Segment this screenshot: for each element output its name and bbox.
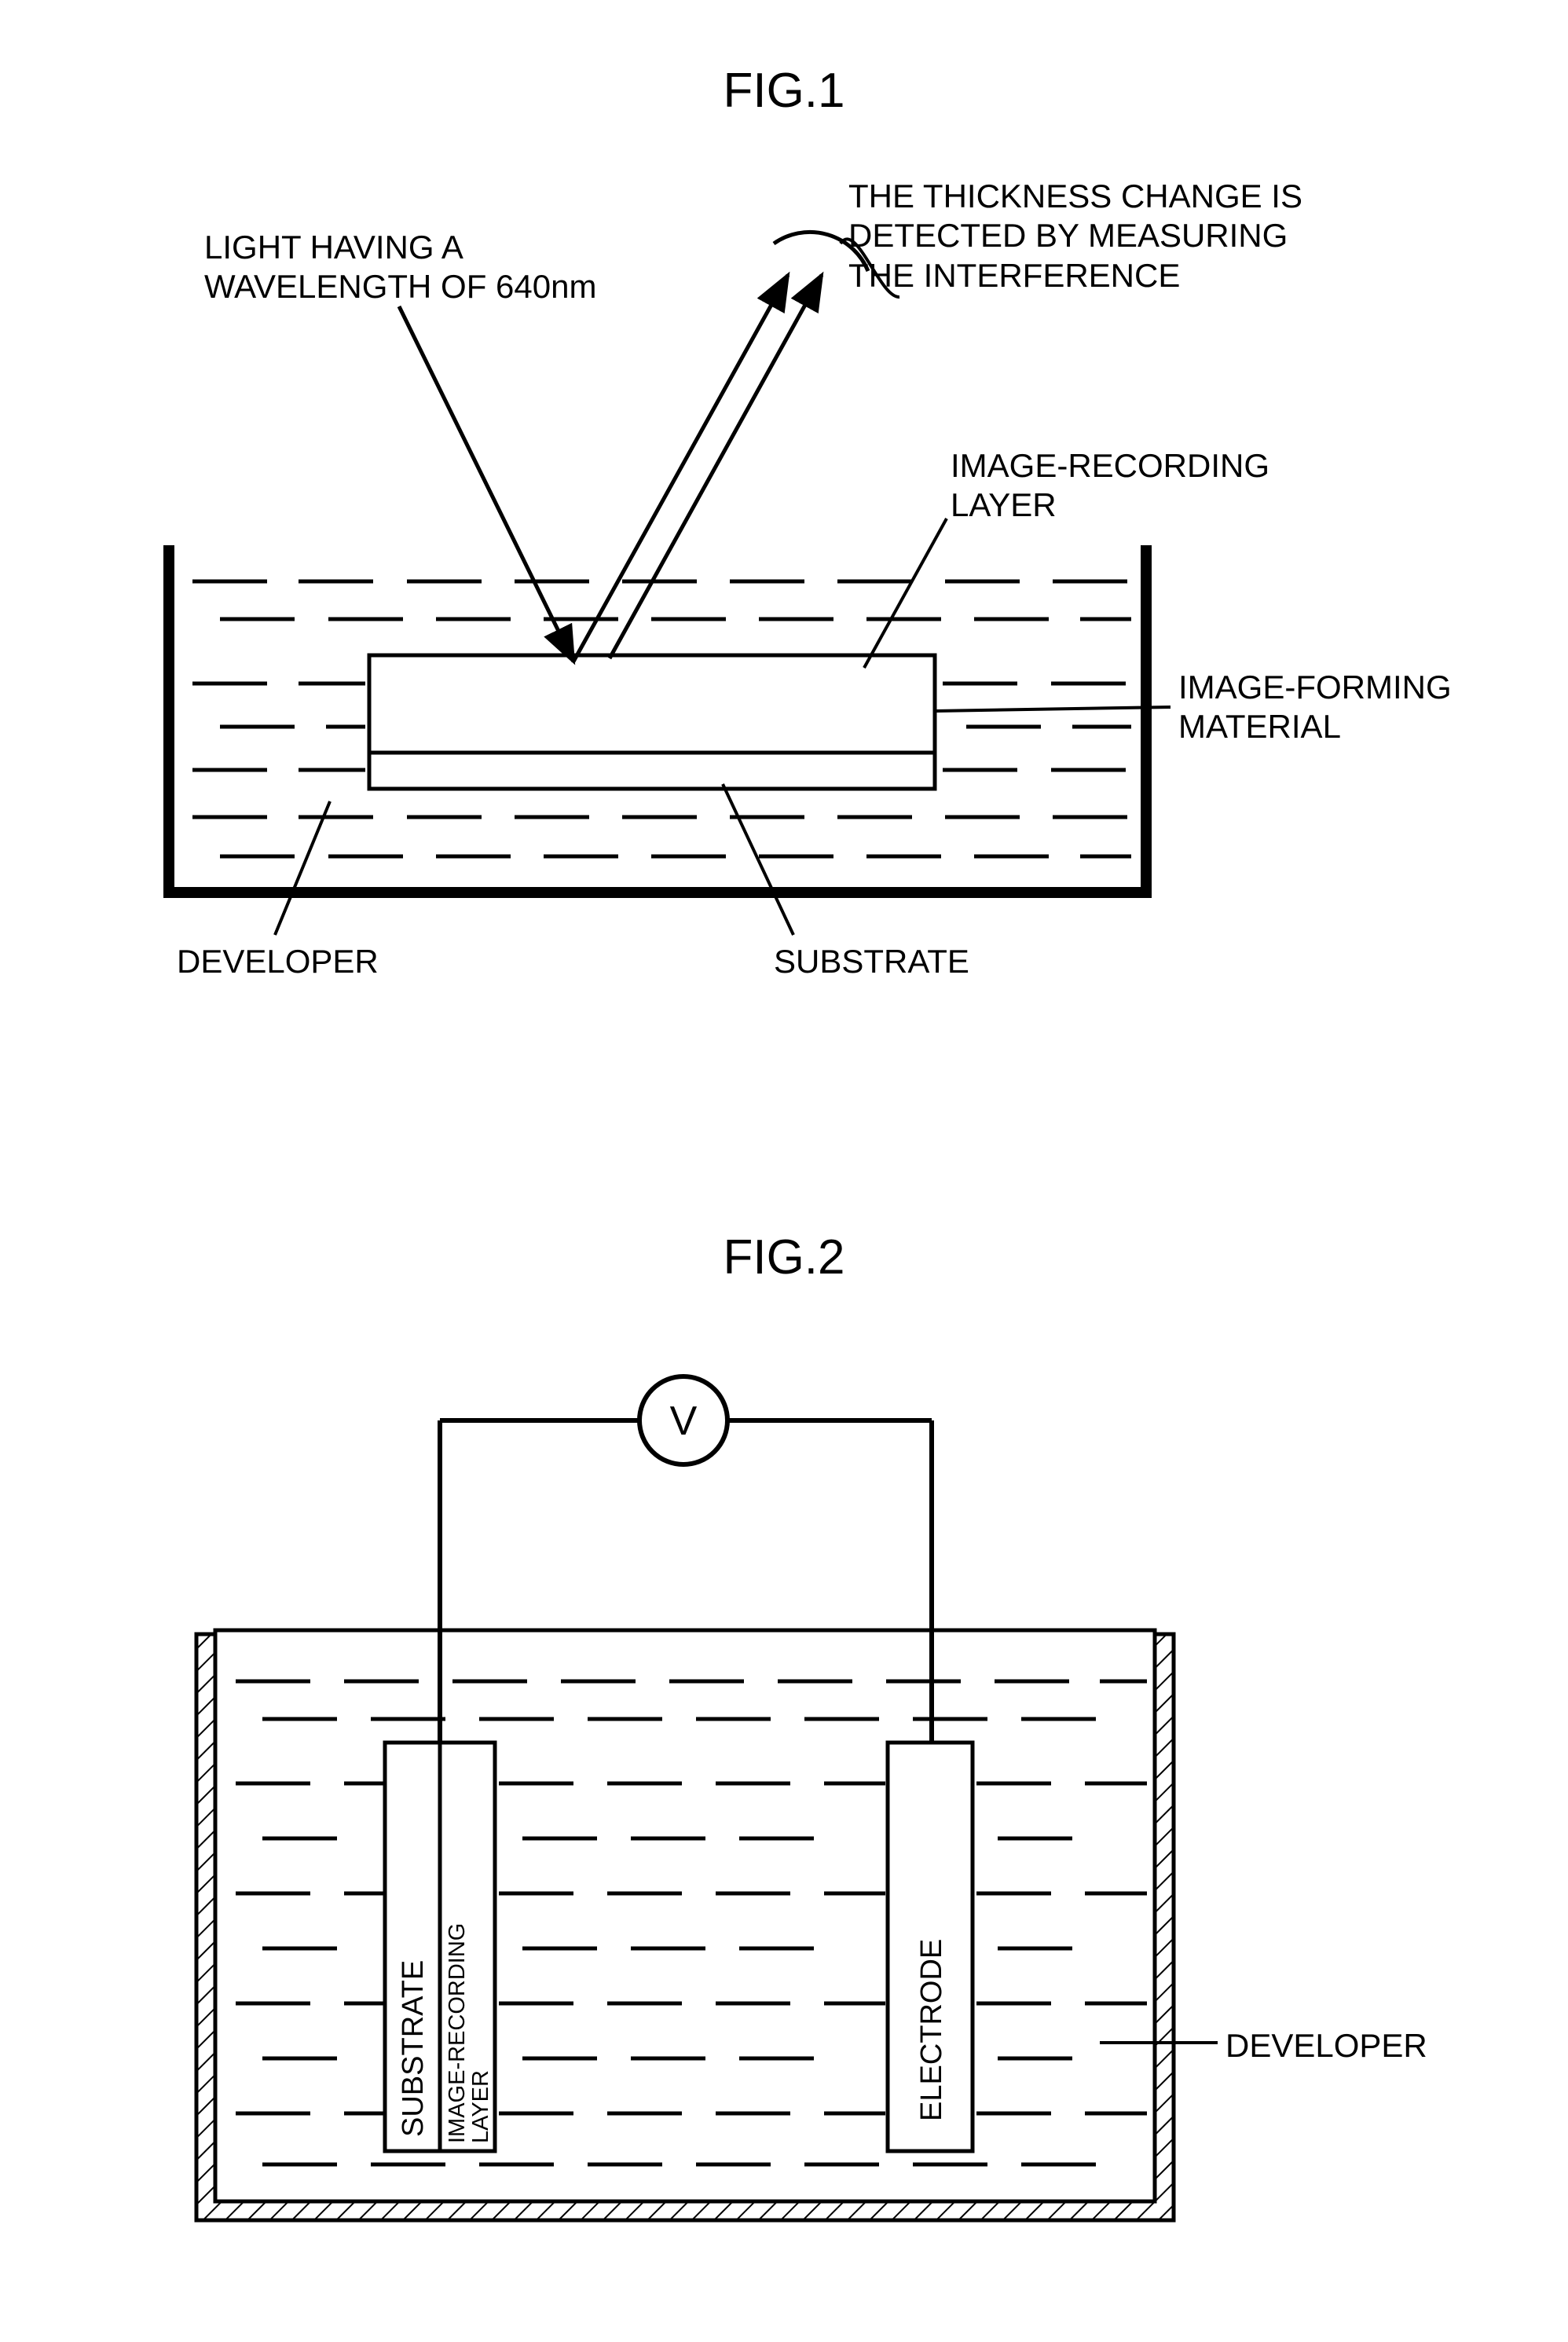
fig2-diagram: V SUBSTRATE IMAGE-RECORDING LAYER ELECTR… <box>0 0 1568 2342</box>
fig2-electrode-label: ELECTRODE <box>915 1939 948 2121</box>
fig2-tank-inner <box>215 1630 1155 2201</box>
fig2-recording-layer-label-1: IMAGE-RECORDING <box>445 1923 470 2143</box>
fig2-substrate-label: SUBSTRATE <box>397 1960 430 2137</box>
fig2-voltmeter-v: V <box>670 1398 698 1444</box>
fig2-recording-layer-label-2: LAYER <box>468 2070 493 2143</box>
